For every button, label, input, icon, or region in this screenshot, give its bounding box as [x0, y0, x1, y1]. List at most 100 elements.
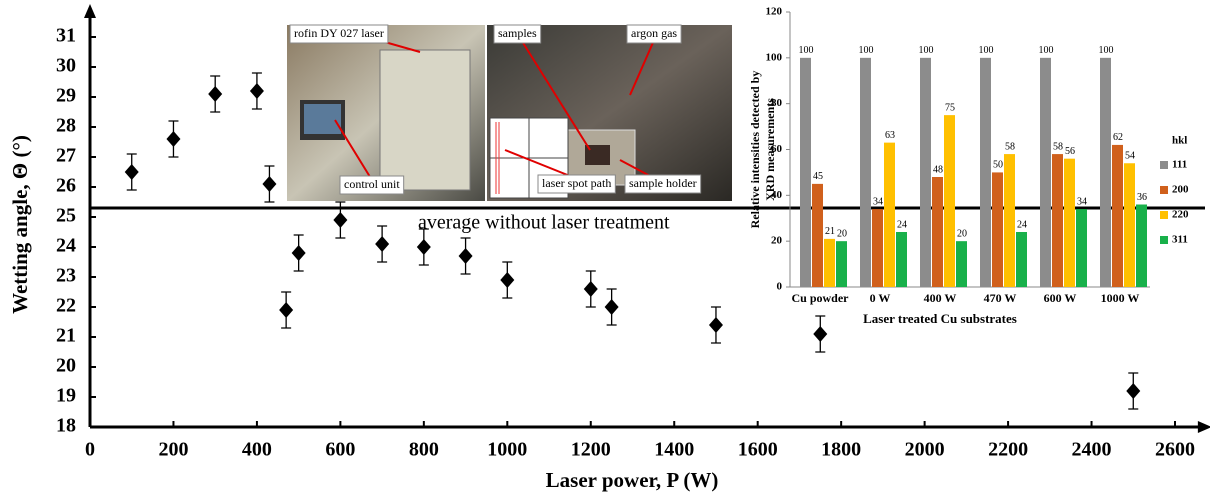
- y-axis-arrow: [84, 4, 96, 18]
- bar-value-label: 45: [813, 171, 823, 182]
- bar: [980, 58, 991, 287]
- bar-value-label: 100: [799, 45, 814, 56]
- bar-y-tick-label: 120: [766, 6, 783, 18]
- bar-value-label: 100: [1099, 45, 1114, 56]
- bar: [1016, 232, 1027, 287]
- legend-swatch: [1160, 211, 1168, 219]
- bar-y-axis-title: XRD measurements: [763, 98, 777, 201]
- bar: [872, 209, 883, 287]
- y-tick-label: 26: [56, 175, 76, 197]
- y-tick-label: 27: [56, 145, 76, 167]
- bar-value-label: 20: [957, 228, 967, 239]
- y-tick-label: 19: [56, 385, 76, 407]
- bar-value-label: 24: [897, 219, 907, 230]
- photo-label: laser spot path: [542, 176, 611, 190]
- bar: [836, 241, 847, 287]
- bar: [1004, 154, 1015, 287]
- data-point: [605, 299, 619, 315]
- legend-swatch: [1160, 236, 1168, 244]
- data-point: [166, 131, 180, 147]
- x-tick-label: 600: [325, 439, 355, 461]
- bar: [956, 241, 967, 287]
- data-point: [584, 281, 598, 297]
- bar: [824, 239, 835, 287]
- bar-y-tick-label: 20: [771, 235, 783, 247]
- legend-swatch: [1160, 186, 1168, 194]
- bar: [896, 232, 907, 287]
- bar: [1112, 145, 1123, 287]
- bar-value-label: 54: [1125, 151, 1135, 162]
- y-tick-label: 30: [56, 55, 76, 77]
- x-tick-label: 2200: [988, 439, 1028, 461]
- x-tick-label: 2400: [1072, 439, 1112, 461]
- bar: [884, 143, 895, 287]
- photo-label: sample holder: [629, 176, 697, 190]
- bar: [860, 58, 871, 287]
- data-point: [250, 83, 264, 99]
- x-tick-label: 1600: [738, 439, 778, 461]
- bar: [992, 172, 1003, 287]
- figure: 0200400600800100012001400160018002000220…: [0, 0, 1210, 497]
- data-point: [125, 164, 139, 180]
- x-tick-label: 800: [409, 439, 439, 461]
- bar-x-tick-label: 470 W: [984, 291, 1017, 305]
- legend-swatch: [1160, 161, 1168, 169]
- bar-value-label: 36: [1137, 192, 1147, 203]
- x-axis-title: Laser power, P (W): [546, 468, 719, 492]
- photo-label: control unit: [344, 177, 400, 191]
- y-tick-label: 18: [56, 415, 76, 437]
- data-point: [333, 212, 347, 228]
- bar: [812, 184, 823, 287]
- bar: [1052, 154, 1063, 287]
- photo-label: argon gas: [631, 26, 677, 40]
- bar-value-label: 56: [1065, 146, 1075, 157]
- photo-left: [287, 25, 485, 201]
- legend-label: 311: [1172, 234, 1188, 246]
- bar-x-axis-title: Laser treated Cu substrates: [863, 311, 1017, 326]
- data-point: [813, 326, 827, 342]
- bar: [1124, 163, 1135, 287]
- data-point: [262, 176, 276, 192]
- y-tick-label: 23: [56, 265, 76, 287]
- average-label: average without laser treatment: [418, 212, 670, 234]
- bar-value-label: 100: [919, 45, 934, 56]
- bar: [1076, 209, 1087, 287]
- bar-x-tick-label: 0 W: [870, 291, 891, 305]
- bar-x-tick-label: 1000 W: [1101, 291, 1140, 305]
- data-point: [292, 245, 306, 261]
- bar: [1136, 205, 1147, 288]
- bar-y-axis-title: Relative intensities detected by: [748, 71, 762, 229]
- photo-label: samples: [498, 26, 537, 40]
- bar-y-tick-label: 100: [766, 51, 783, 63]
- x-tick-label: 1400: [654, 439, 694, 461]
- bar-x-tick-label: Cu powder: [791, 291, 849, 305]
- x-tick-label: 2000: [905, 439, 945, 461]
- bar-value-label: 62: [1113, 132, 1123, 143]
- bar-y-tick-label: 0: [777, 281, 783, 293]
- bar: [920, 58, 931, 287]
- y-axis-title: Wetting angle, Θ (°): [8, 135, 32, 314]
- data-point: [375, 236, 389, 252]
- bar-value-label: 21: [825, 226, 835, 237]
- bar-value-label: 34: [873, 196, 883, 207]
- x-tick-label: 0: [85, 439, 95, 461]
- bar: [1100, 58, 1111, 287]
- bar-value-label: 75: [945, 102, 955, 113]
- x-tick-label: 1200: [571, 439, 611, 461]
- y-tick-label: 24: [56, 235, 76, 257]
- y-tick-label: 22: [56, 295, 76, 317]
- bar-x-tick-label: 400 W: [924, 291, 957, 305]
- bar-value-label: 58: [1053, 141, 1063, 152]
- legend-title: hkl: [1172, 135, 1187, 147]
- x-tick-label: 200: [158, 439, 188, 461]
- bar: [932, 177, 943, 287]
- bar-value-label: 63: [885, 130, 895, 141]
- data-point: [459, 248, 473, 264]
- bar: [1040, 58, 1051, 287]
- x-tick-label: 1000: [487, 439, 527, 461]
- x-tick-label: 2600: [1155, 439, 1195, 461]
- bar-value-label: 20: [837, 228, 847, 239]
- legend-label: 200: [1172, 184, 1189, 196]
- bar: [1064, 159, 1075, 287]
- data-point: [208, 86, 222, 102]
